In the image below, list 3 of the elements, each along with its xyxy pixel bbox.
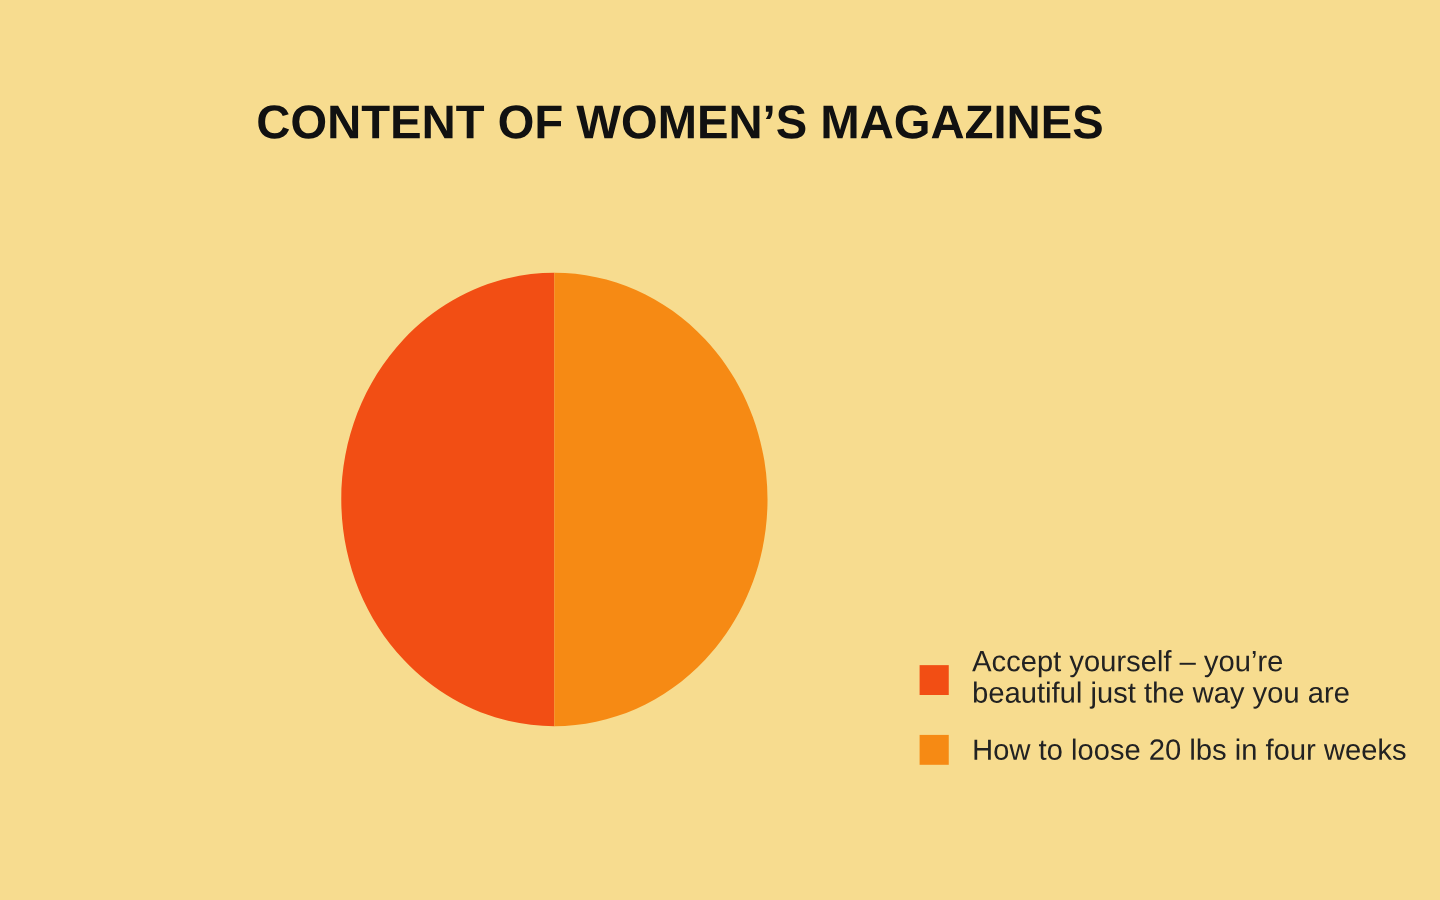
chart-title: CONTENT OF WOMEN’S MAGAZINES — [258, 105, 1102, 139]
legend-label: How to loose 20 lbs in four weeks — [974, 738, 1406, 760]
legend-label: Accept yourself – you’re beautiful just the way you are — [972, 650, 1349, 709]
